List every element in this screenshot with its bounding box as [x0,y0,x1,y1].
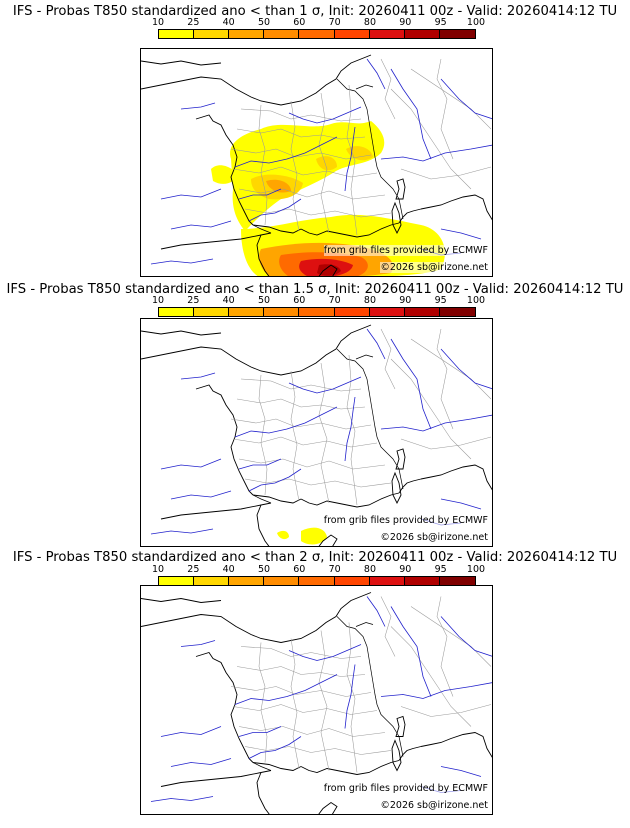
colorbar-segment [299,30,335,38]
credit-copyright: ©2026 sb@irizone.net [380,262,488,273]
colorbar-tick: 40 [222,295,235,306]
panel-title: IFS - Probas T850 standardized ano < tha… [12,550,618,565]
colorbar-tick: 80 [363,564,377,575]
colorbar-tick: 10 [151,564,165,575]
colorbar-segment [229,30,265,38]
panel-title: IFS - Probas T850 standardized ano < tha… [6,282,624,297]
map-panel-1: IFS - Probas T850 standardized ano < tha… [0,0,630,278]
colorbar-segment [439,30,475,38]
colorbar-tick: 95 [434,564,447,575]
colorbar-segment [159,30,195,38]
colorbar-segment [369,30,405,38]
credit-source: from grib files provided by ECMWF [323,515,488,526]
colorbar-segment [439,577,475,585]
colorbar-tick: 95 [434,17,447,28]
colorbar-tick: 70 [328,564,341,575]
colorbar-tick: 50 [257,17,271,28]
colorbar-ticks: 10 25 40 50 60 70 80 90 95 100 [152,564,485,575]
colorbar-tick: 40 [222,17,235,28]
colorbar-tick: 10 [151,295,165,306]
colorbar-tick: 25 [187,564,200,575]
colorbar-segment [369,577,405,585]
panel-title: IFS - Probas T850 standardized ano < tha… [12,4,618,19]
colorbar-ticks: 10 25 40 50 60 70 80 90 95 100 [152,17,485,28]
colorbar-tick: 25 [187,17,200,28]
colorbar-segment [404,30,440,38]
colorbar-tick: 70 [328,17,341,28]
colorbar-tick: 80 [363,17,377,28]
colorbar-segment [299,577,335,585]
credit-copyright: ©2026 sb@irizone.net [380,800,488,811]
colorbar-segment [369,308,405,316]
map-france: from grib files provided by ECMWF ©2026 … [140,48,493,277]
colorbar-tick: 10 [151,17,165,28]
probability-field [277,527,327,545]
colorbar-tick: 100 [466,17,486,28]
colorbar-tick: 50 [257,564,271,575]
colorbar-segment [334,308,370,316]
colorbar-tick: 70 [328,295,341,306]
colorbar-segment [264,30,300,38]
credit-source: from grib files provided by ECMWF [323,783,488,794]
colorbar-segment [439,308,475,316]
colorbar-tick: 80 [363,295,377,306]
colorbar-ticks: 10 25 40 50 60 70 80 90 95 100 [152,295,485,306]
colorbar-segment [229,308,265,316]
colorbar-segment [159,308,195,316]
colorbar-tick: 60 [293,17,306,28]
colorbar-tick: 60 [293,295,306,306]
colorbar-tick: 40 [222,564,235,575]
map-panel-3: IFS - Probas T850 standardized ano < tha… [0,547,630,825]
colorbar-tick: 60 [293,564,306,575]
colorbar-segment [334,30,370,38]
colorbar-segment [299,308,335,316]
colorbar-tick: 50 [257,295,271,306]
probability-field [211,121,445,276]
colorbar-tick: 100 [466,295,486,306]
colorbar-tick: 90 [399,564,412,575]
colorbar-segment [264,308,300,316]
colorbar-tick: 100 [466,564,486,575]
colorbar-tick: 25 [187,295,200,306]
credit-source: from grib files provided by ECMWF [323,245,488,256]
colorbar [158,576,476,586]
colorbar-segment [404,308,440,316]
map-panel-2: IFS - Probas T850 standardized ano < tha… [0,278,630,550]
colorbar [158,307,476,317]
colorbar-tick: 90 [399,17,412,28]
colorbar-segment [229,577,265,585]
map-france: from grib files provided by ECMWF ©2026 … [140,585,493,815]
colorbar-segment [264,577,300,585]
colorbar-segment [334,577,370,585]
map-france: from grib files provided by ECMWF ©2026 … [140,318,493,547]
colorbar-segment [194,30,230,38]
colorbar-tick: 90 [399,295,412,306]
colorbar-tick: 95 [434,295,447,306]
credit-copyright: ©2026 sb@irizone.net [380,532,488,543]
colorbar-segment [194,308,230,316]
colorbar-segment [159,577,195,585]
colorbar [158,29,476,39]
colorbar-segment [404,577,440,585]
colorbar-segment [194,577,230,585]
